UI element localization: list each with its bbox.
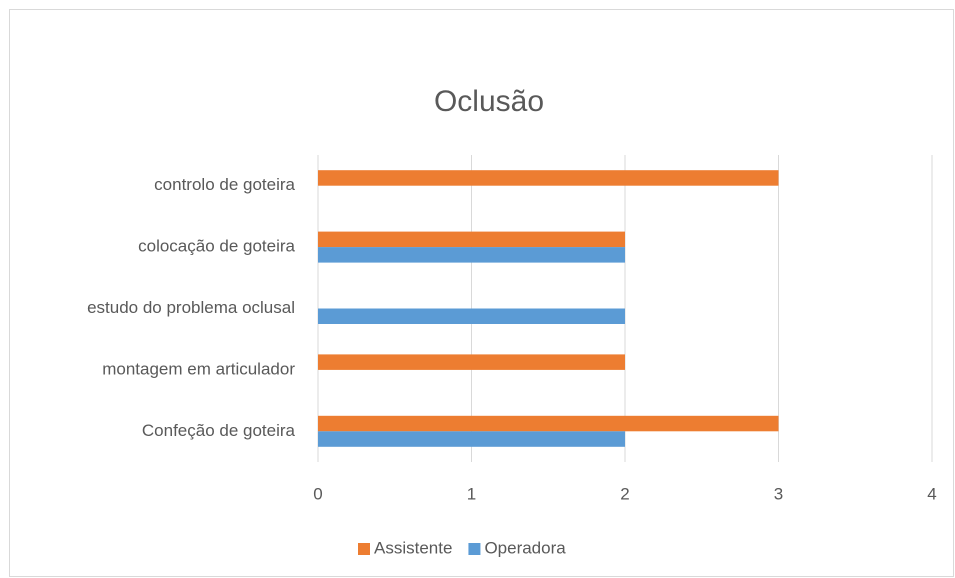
legend-label: Operadora [484, 538, 566, 557]
y-tick-label: estudo do problema oclusal [87, 298, 295, 317]
legend-label: Assistente [374, 538, 452, 557]
bar [318, 354, 625, 370]
x-tick-label: 4 [927, 484, 936, 503]
y-tick-label: controlo de goteira [154, 175, 295, 194]
legend-swatch [468, 543, 481, 555]
x-tick-label: 3 [774, 484, 783, 503]
legend-swatch [358, 543, 370, 555]
x-tick-label: 2 [620, 484, 629, 503]
x-tick-label: 1 [467, 484, 476, 503]
bar [318, 415, 779, 432]
x-tick-label: 0 [313, 484, 322, 503]
bar [318, 231, 625, 248]
y-tick-label: colocação de goteira [138, 237, 295, 256]
y-tick-label: Confeção de goteira [142, 421, 296, 440]
chart-border [9, 9, 954, 577]
bar [318, 247, 625, 263]
bar [318, 308, 625, 324]
bar [318, 170, 779, 186]
y-tick-label: montagem em articulador [102, 359, 295, 378]
bar [318, 431, 625, 447]
chart-title: Oclusão [434, 85, 544, 118]
